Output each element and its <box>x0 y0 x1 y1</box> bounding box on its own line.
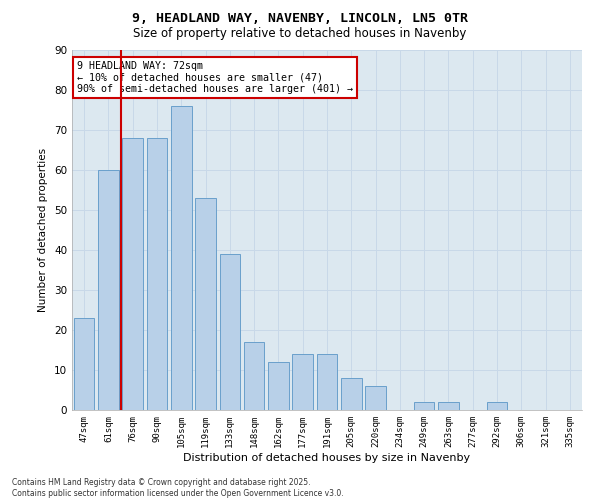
Bar <box>487 402 508 410</box>
Text: 9 HEADLAND WAY: 72sqm
← 10% of detached houses are smaller (47)
90% of semi-deta: 9 HEADLAND WAY: 72sqm ← 10% of detached … <box>77 61 353 94</box>
Text: Size of property relative to detached houses in Navenby: Size of property relative to detached ho… <box>133 28 467 40</box>
Bar <box>146 138 167 410</box>
Bar <box>171 106 191 410</box>
Bar <box>122 138 143 410</box>
Bar <box>268 362 289 410</box>
X-axis label: Distribution of detached houses by size in Navenby: Distribution of detached houses by size … <box>184 452 470 462</box>
Bar <box>414 402 434 410</box>
Y-axis label: Number of detached properties: Number of detached properties <box>38 148 49 312</box>
Bar <box>292 354 313 410</box>
Bar <box>244 342 265 410</box>
Bar <box>438 402 459 410</box>
Bar <box>195 198 216 410</box>
Bar <box>220 254 240 410</box>
Bar <box>341 378 362 410</box>
Text: Contains HM Land Registry data © Crown copyright and database right 2025.
Contai: Contains HM Land Registry data © Crown c… <box>12 478 344 498</box>
Bar <box>317 354 337 410</box>
Bar <box>365 386 386 410</box>
Bar <box>98 170 119 410</box>
Bar <box>74 318 94 410</box>
Text: 9, HEADLAND WAY, NAVENBY, LINCOLN, LN5 0TR: 9, HEADLAND WAY, NAVENBY, LINCOLN, LN5 0… <box>132 12 468 26</box>
